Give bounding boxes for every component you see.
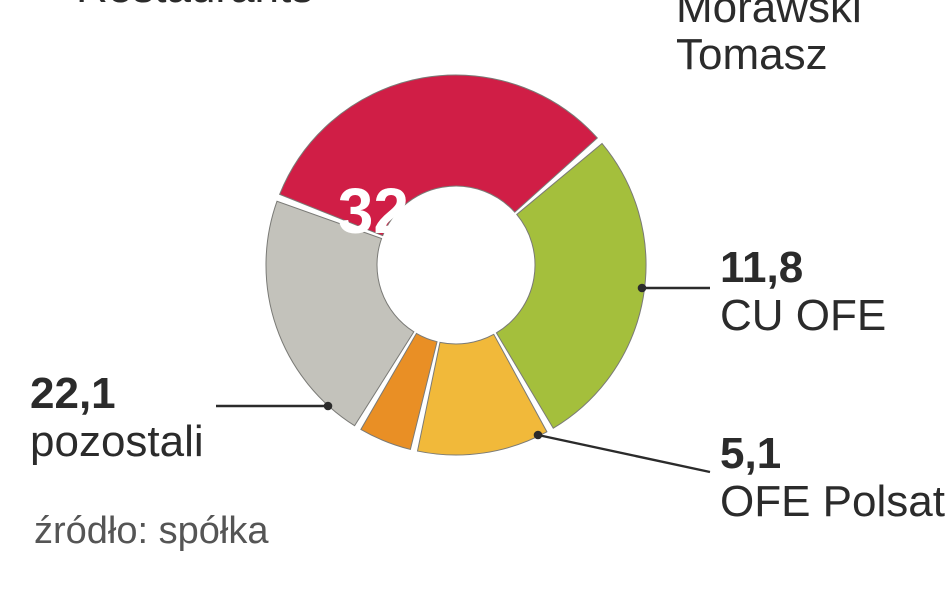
label-morawski-tomasz-name2: Tomasz [676, 31, 862, 79]
label-morawski-tomasz-name1: Morawski [676, 0, 862, 31]
label-morawski-tomasz: 28,1 Morawski Tomasz [676, 0, 862, 79]
label-cu-ofe-name: CU OFE [720, 292, 886, 340]
label-american-restaurants: Restaurants [76, 0, 313, 12]
label-pozostali-value: 22,1 [30, 370, 204, 418]
leader-line-ofe_polsat [538, 435, 710, 472]
chart-source: źródło: spółka [34, 510, 268, 553]
label-american-restaurants-name: Restaurants [76, 0, 313, 12]
chart-stage: Restaurants 32,9 28,1 Morawski Tomasz 11… [0, 0, 948, 593]
label-ofe-polsat-name: OFE Polsat [720, 478, 945, 526]
slice-value-american-restaurants: 32,9 [310, 174, 490, 248]
label-ofe-polsat: 5,1 OFE Polsat [720, 430, 945, 525]
label-cu-ofe: 11,8 CU OFE [720, 244, 886, 339]
label-cu-ofe-value: 11,8 [720, 244, 886, 292]
label-pozostali-name: pozostali [30, 418, 204, 466]
label-ofe-polsat-value: 5,1 [720, 430, 945, 478]
label-pozostali: 22,1 pozostali [30, 370, 204, 465]
